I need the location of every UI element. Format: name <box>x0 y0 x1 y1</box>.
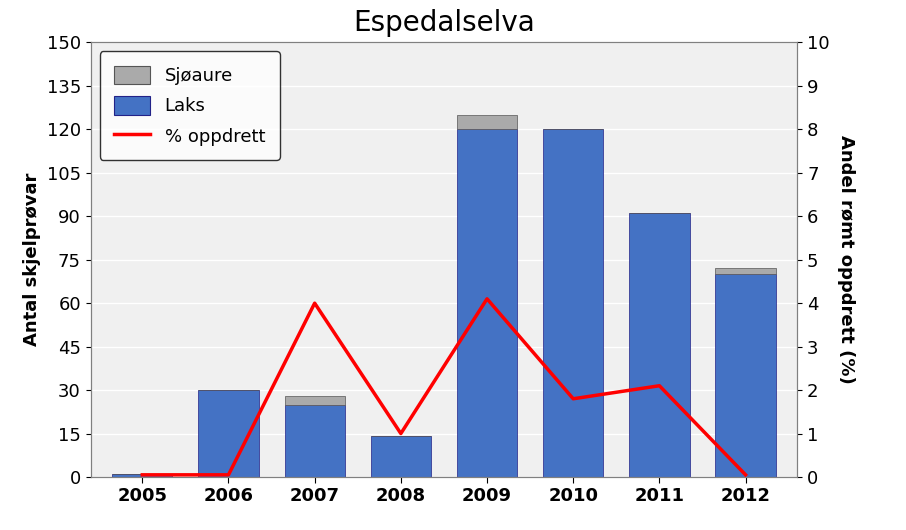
Bar <box>543 129 603 477</box>
Bar <box>371 436 431 477</box>
Bar <box>198 390 258 477</box>
Bar <box>457 129 517 477</box>
Bar <box>716 274 776 477</box>
Bar <box>630 214 689 477</box>
Bar <box>716 268 776 274</box>
Y-axis label: Andel rømt oppdrett (%): Andel rømt oppdrett (%) <box>836 135 854 384</box>
Bar <box>457 115 517 129</box>
Bar <box>284 404 345 477</box>
Bar <box>112 474 172 477</box>
Bar <box>284 396 345 404</box>
Y-axis label: Antal skjelprøvar: Antal skjelprøvar <box>23 173 41 347</box>
Title: Espedalselva: Espedalselva <box>353 10 535 37</box>
Legend: Sjøaure, Laks, % oppdrett: Sjøaure, Laks, % oppdrett <box>100 51 280 160</box>
